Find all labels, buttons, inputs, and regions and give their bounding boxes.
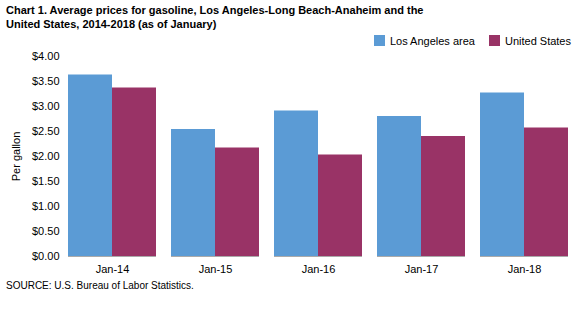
svg-text:Jan-18: Jan-18 xyxy=(508,263,542,275)
svg-text:Jan-17: Jan-17 xyxy=(405,263,439,275)
html-text:Chart 1. Average prices for ga: Chart 1. Average prices for gasoline, Lo… xyxy=(6,4,424,16)
svg-text:$3.50: $3.50 xyxy=(32,75,60,87)
svg-text:Jan-15: Jan-15 xyxy=(199,263,233,275)
svg-text:$1.00: $1.00 xyxy=(32,200,60,212)
html-text:United States, 2014-2018 (as o: United States, 2014-2018 (as of January) xyxy=(6,18,217,30)
svg-text:$0.00: $0.00 xyxy=(32,250,60,262)
svg-text:$2.00: $2.00 xyxy=(32,150,60,162)
html-text:Los Angeles area: Los Angeles area xyxy=(389,34,475,47)
html-text:SOURCE: U.S. Bureau of Labor S: SOURCE: U.S. Bureau of Labor Statistics. xyxy=(6,280,194,291)
svg-text:$1.50: $1.50 xyxy=(32,175,60,187)
svg-text:$3.00: $3.00 xyxy=(32,100,60,112)
html-text:United States: United States xyxy=(505,34,571,47)
svg-text:$0.50: $0.50 xyxy=(32,225,60,237)
svg-text:$2.50: $2.50 xyxy=(32,125,60,137)
svg-text:$4.00: $4.00 xyxy=(32,50,60,62)
svg-text:Jan-14: Jan-14 xyxy=(96,263,130,275)
svg-text:Jan-16: Jan-16 xyxy=(302,263,336,275)
svg-text:Per gallon: Per gallon xyxy=(10,132,22,182)
